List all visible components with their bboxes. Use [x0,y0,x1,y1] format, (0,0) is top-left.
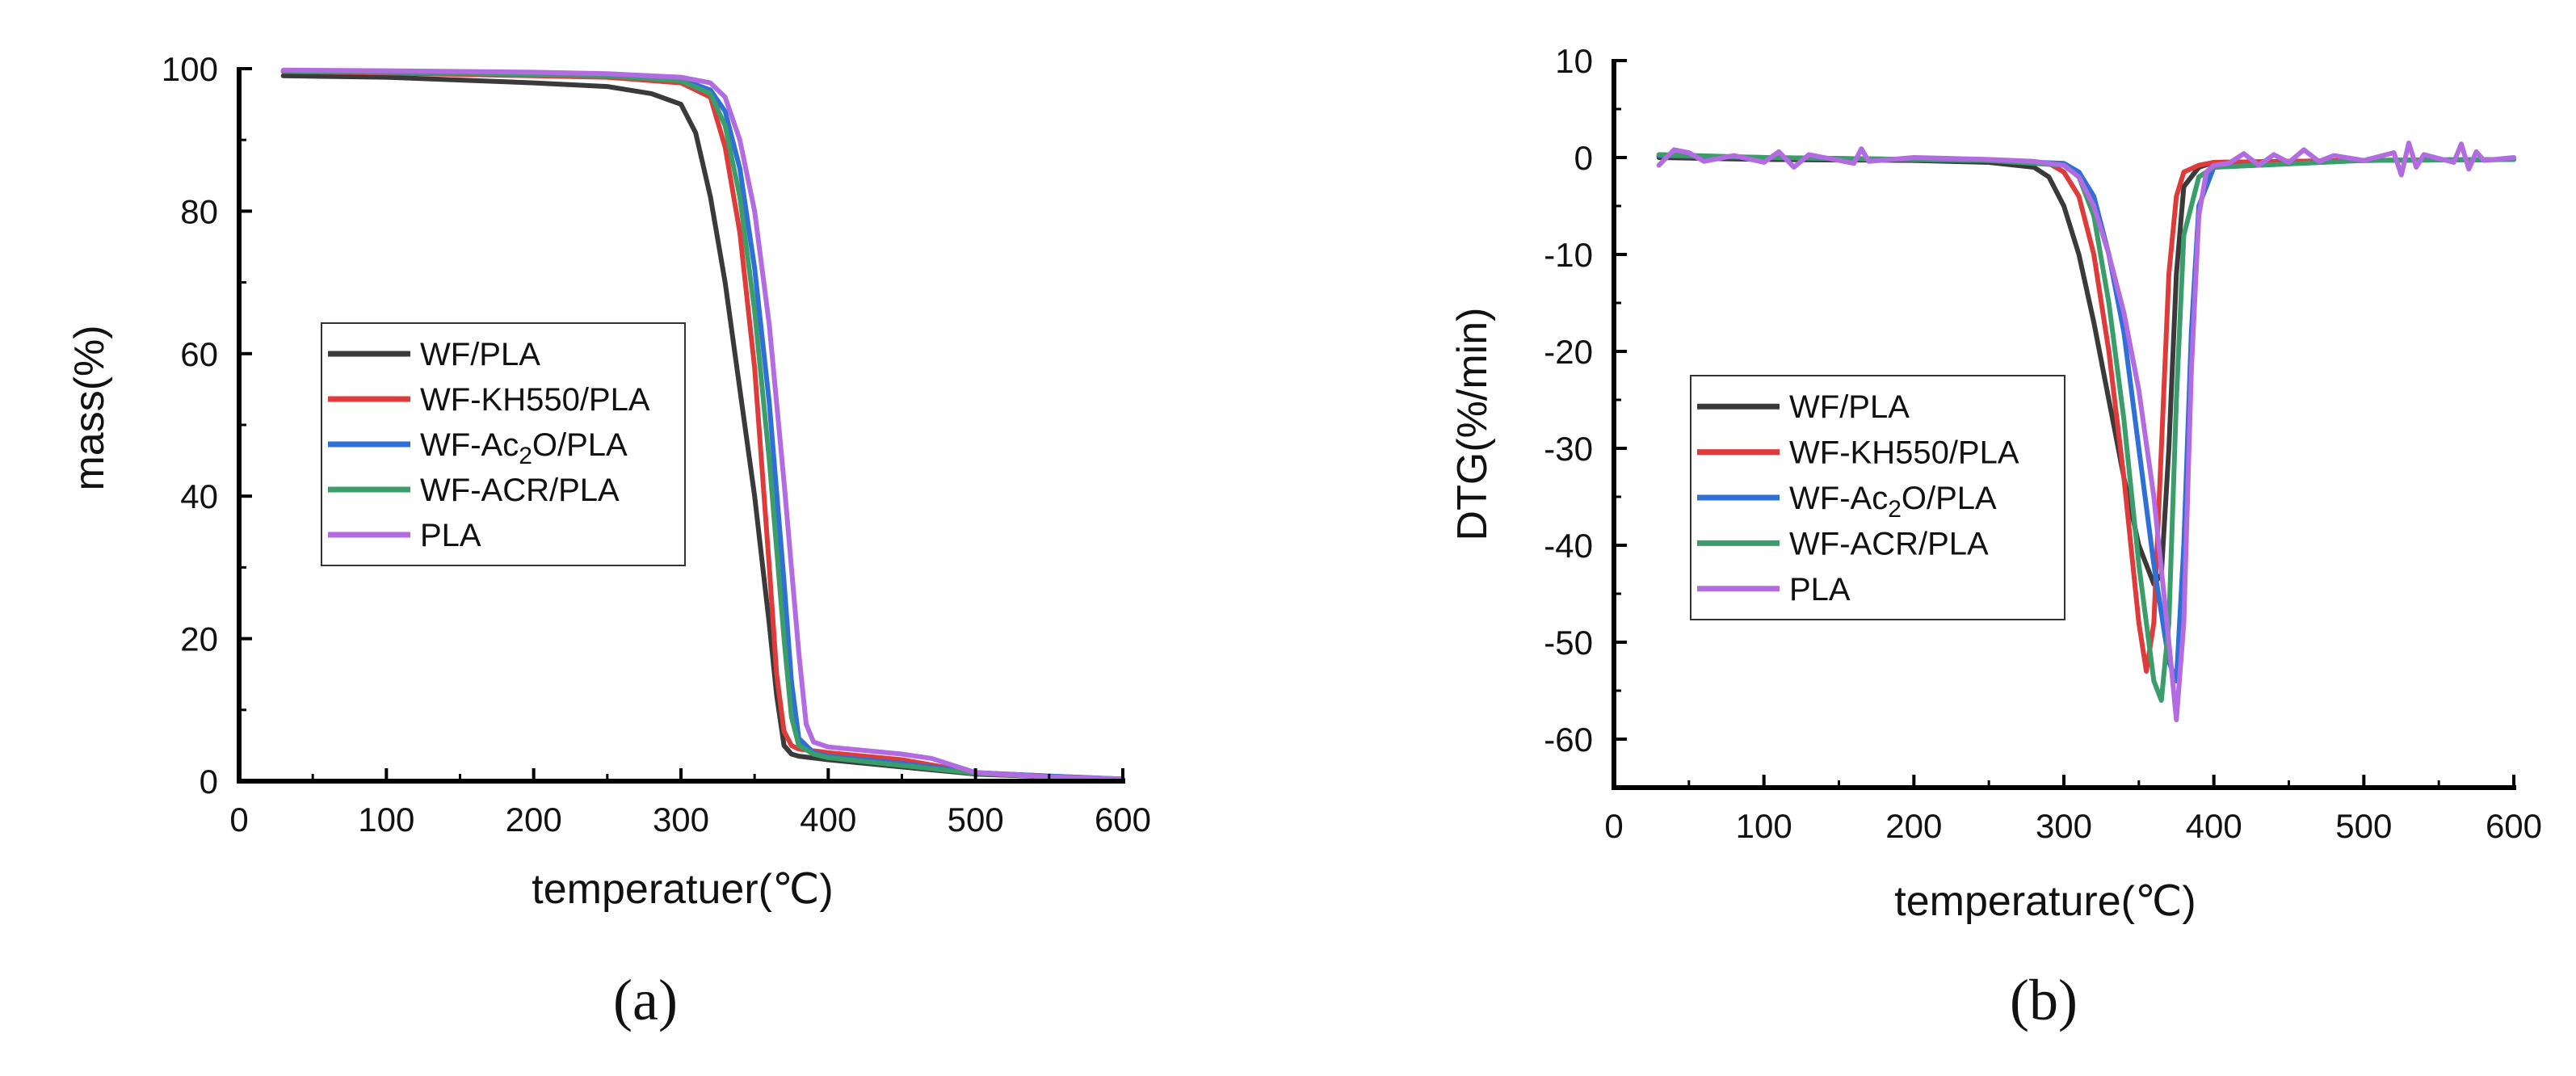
chart-b-y-tick-label: -30 [1544,430,1593,468]
panel-a-label: (a) [613,968,678,1032]
chart-a-x-tick-label: 600 [1095,801,1151,839]
chart-a-x-tick-label: 400 [800,801,856,839]
chart-b-legend: WF/PLAWF-KH550/PLAWF-Ac2O/PLAWF-ACR/PLAP… [1690,375,2065,620]
legend-label-subscript: 2 [1888,496,1902,523]
chart-b-x-tick-label: 600 [2486,807,2542,845]
chart-a-legend: WF/PLA WF-KH550/PLA WF-Ac2O/PLA WF-ACR/PLA P… [321,322,686,566]
chart-b-ylabel: DTG(%/min) [1449,308,1496,541]
legend-label-main: WF-Ac [1789,481,1888,516]
chart-b-series-line-pla [1656,141,2516,722]
chart-a-y-tick-label: 20 [180,620,218,658]
chart-a-legend-label: WF-Ac2O/PLA [420,427,628,469]
chart-b-x-tick-label: 200 [1885,807,1942,845]
chart-b-x-tick-label: 100 [1736,807,1792,845]
chart-b-y-tick-label: -50 [1544,624,1593,662]
chart-a-ticks: 0 100 200 300 400 500 600 0 20 40 60 80 100 [162,50,1151,839]
legend-label-main: WF-Ac [420,427,519,463]
chart-a-xlabel: temperatuer(℃) [532,866,833,913]
chart-b-y-tick-label: -20 [1544,333,1593,371]
chart-b-y-tick-label: -10 [1544,236,1593,274]
chart-b-legend-label: WF-Ac2O/PLA [1789,481,1997,523]
legend-label-main: WF-ACR/PLA [420,473,620,508]
chart-b-y-tick-label: 0 [1574,139,1593,177]
chart-b-y-tick-label: -40 [1544,527,1593,565]
chart-a-x-tick-label: 0 [229,801,248,839]
chart-a-ylabel: mass(%) [66,325,113,490]
chart-a-legend-label: WF/PLA [420,337,540,372]
panel-b-label: (b) [2010,968,2078,1032]
chart-a-x-tick-label: 200 [506,801,562,839]
chart-a-x-tick-label: 100 [358,801,414,839]
chart-a-x-tick-label: 500 [948,801,1004,839]
chart-b-xlabel: temperature(℃) [1894,878,2196,925]
legend-label-main: WF-ACR/PLA [1789,526,1989,561]
legend-label-subscript: 2 [519,443,532,469]
chart-b-legend-label: PLA [1789,572,1851,607]
legend-label-main: WF-KH550/PLA [420,382,650,418]
chart-a-series-line-pla [280,67,1125,782]
chart-b-y-tick-label: -60 [1544,721,1593,759]
chart-a-legend-label: PLA [420,518,481,553]
chart-a-legend-label: WF-KH550/PLA [420,382,650,418]
chart-panel-a: 0 100 200 300 400 500 600 0 20 40 60 80 100 temperat… [66,50,1151,913]
chart-a-y-tick-label: 40 [180,477,218,515]
chart-a-series-lines [280,67,1125,782]
chart-b-legend-label: WF/PLA [1789,389,1910,425]
legend-label-tail: O/PLA [1902,481,1997,516]
legend-label-main: WF/PLA [1789,389,1910,425]
chart-panel-b: 0 100 200 300 400 500 600100-10-20-30-40-50-60… [1449,42,2542,925]
chart-a-legend-label: WF-ACR/PLA [420,473,620,508]
legend-label-main: PLA [420,518,481,553]
legend-label-tail: O/PLA [532,427,628,463]
chart-b-x-tick-label: 0 [1604,807,1623,845]
chart-b-x-tick-label: 400 [2186,807,2242,845]
chart-b-y-tick-label: 10 [1555,42,1593,80]
legend-label-main: WF-KH550/PLA [1789,435,2019,471]
chart-a-y-tick-label: 60 [180,335,218,373]
legend-label-main: PLA [1789,572,1851,607]
chart-a-y-tick-label: 80 [180,192,218,230]
chart-b-legend-label: WF-KH550/PLA [1789,435,2019,471]
chart-b-legend-label: WF-ACR/PLA [1789,526,1989,561]
chart-a-y-tick-label: 0 [200,763,218,801]
chart-a-x-tick-label: 300 [653,801,709,839]
chart-b-x-tick-label: 300 [2036,807,2092,845]
chart-a-y-tick-label: 100 [162,50,218,88]
chart-b-series-lines [1656,141,2516,722]
legend-label-main: WF/PLA [420,337,540,372]
chart-b-x-tick-label: 500 [2335,807,2392,845]
